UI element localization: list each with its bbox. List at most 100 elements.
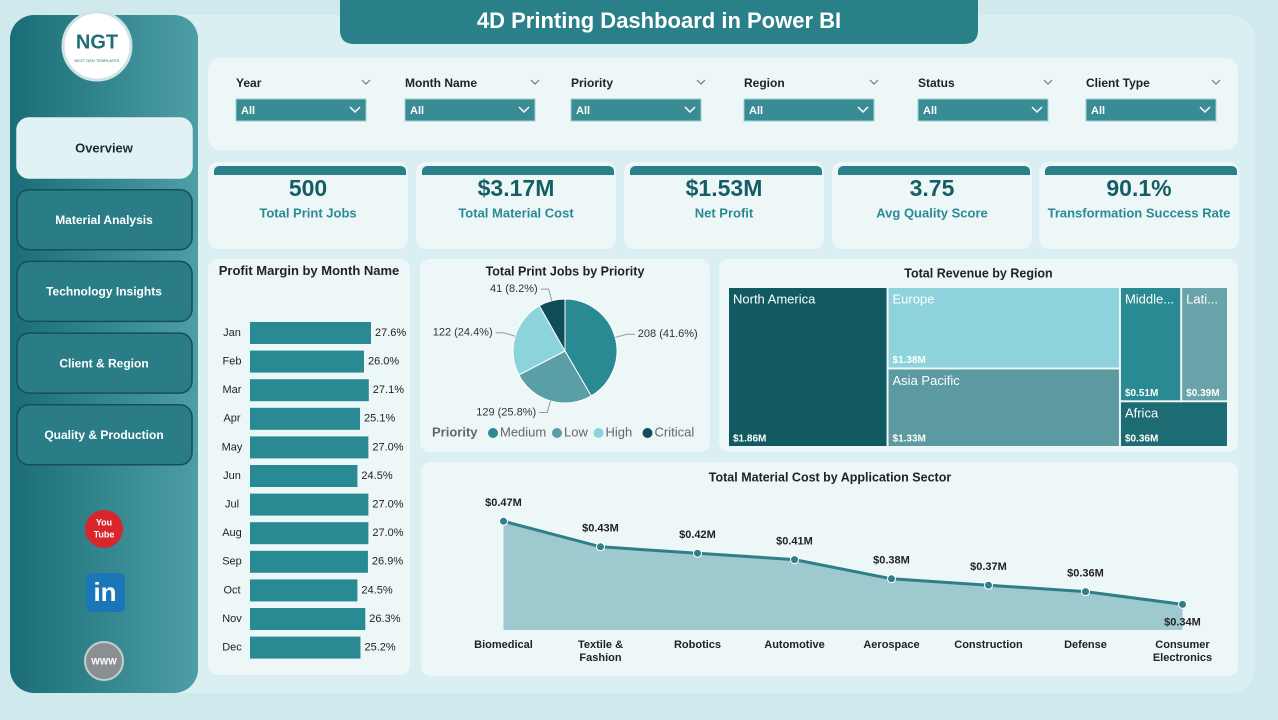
leader-line — [615, 333, 635, 338]
bar — [250, 579, 358, 602]
chevron — [696, 79, 706, 85]
filter-value: All — [241, 105, 255, 117]
nav-label: Client & Region — [59, 356, 148, 370]
tile-value: $1.33M — [893, 434, 926, 445]
tile-label: Africa — [1125, 406, 1159, 421]
kpi-label: Transformation Success Rate — [1048, 205, 1231, 220]
filter-label: Region — [744, 76, 785, 90]
filter-label: Year — [236, 76, 262, 90]
y-tick-label: May — [222, 441, 243, 453]
filter-panel — [208, 58, 1238, 150]
nav-button[interactable] — [16, 404, 193, 466]
bar — [250, 465, 358, 487]
tile-value: $0.39M — [1186, 388, 1219, 399]
kpi-label: Total Print Jobs — [259, 205, 356, 220]
kpi-band — [630, 166, 822, 175]
filter-dropdown[interactable] — [743, 98, 875, 122]
data-label: 26.9% — [372, 556, 403, 568]
filter-label: Status — [918, 76, 955, 90]
data-label: $0.38M — [873, 555, 910, 567]
tile-label: Asia Pacific — [893, 373, 961, 388]
x-tick-label: Aerospace — [863, 639, 920, 651]
filter-dropdown[interactable] — [235, 98, 367, 122]
bar — [250, 636, 361, 659]
x-tick-label: Robotics — [673, 639, 722, 651]
point — [693, 548, 702, 558]
legend-label: Critical — [655, 424, 695, 439]
bar — [250, 350, 364, 373]
bar — [250, 322, 371, 344]
y-tick-label: Oct — [223, 584, 240, 596]
tile-label: Middle... — [1125, 291, 1174, 306]
x-tick-label: Construction — [954, 639, 1023, 651]
filter-value: All — [1091, 105, 1105, 117]
data-label: 25.2% — [364, 642, 395, 654]
y-tick-label: Mar — [223, 384, 242, 396]
x-tick-label-box: Defense — [1064, 639, 1107, 651]
chart-title: Total Material Cost by Application Secto… — [709, 470, 952, 484]
nav-button[interactable] — [16, 188, 193, 251]
kpi-card — [1039, 162, 1239, 249]
chart-title: Profit Margin by Month Name — [218, 263, 400, 278]
data-label: 25.1% — [364, 413, 395, 425]
nav-label: Overview — [75, 140, 134, 155]
x-tick-label-box: Biomedical — [474, 639, 533, 651]
data-label: $0.43M — [582, 523, 619, 535]
line — [503, 519, 1183, 606]
filter-label: Client Type — [1086, 76, 1150, 90]
bar — [250, 436, 369, 459]
point — [984, 580, 993, 590]
treemap-tile — [1182, 288, 1227, 401]
x-tick-label: Defense — [1064, 639, 1107, 651]
youtube-icon[interactable] — [85, 510, 123, 548]
tile-label: Europe — [893, 291, 935, 306]
data-label: 27.0% — [372, 441, 403, 453]
y-tick-label: Apr — [223, 413, 240, 425]
filter-dropdown[interactable] — [917, 98, 1049, 122]
legend-marker — [552, 428, 562, 438]
kpi-card — [832, 162, 1032, 249]
legend-title: Priority — [432, 424, 478, 439]
filter-dropdown[interactable] — [570, 98, 702, 122]
filter-dropdown[interactable] — [404, 98, 536, 122]
data-label: $0.41M — [776, 536, 813, 548]
data-label: 27.6% — [375, 327, 406, 339]
leader-line — [540, 288, 553, 301]
filter-dropdown[interactable] — [1085, 98, 1217, 122]
point — [1081, 587, 1090, 597]
point — [790, 555, 799, 565]
data-label: $0.47M — [485, 497, 522, 509]
chart-title: Total Revenue by Region — [904, 266, 1052, 280]
kpi-value: $3.17M — [478, 175, 555, 201]
data-label: $0.36M — [1067, 568, 1104, 580]
kpi-value: 500 — [289, 175, 327, 201]
y-tick-label: Sep — [222, 556, 242, 568]
nav-label: Technology Insights — [46, 285, 162, 299]
web-text: WWW — [91, 656, 117, 666]
tile-value: $0.36M — [1125, 434, 1158, 445]
treemap-tile — [729, 288, 887, 446]
y-tick-label: Jul — [225, 499, 239, 511]
nav-button[interactable] — [16, 260, 193, 323]
treemap-tile — [888, 288, 1119, 368]
leader-line — [539, 400, 551, 413]
data-label: 24.5% — [361, 584, 392, 596]
chevron — [1031, 106, 1043, 114]
web-icon[interactable] — [84, 641, 124, 681]
data-label: 27.0% — [372, 499, 403, 511]
chevron — [1043, 79, 1053, 85]
linkedin-text: in — [93, 577, 116, 607]
kpi-card — [208, 162, 408, 249]
chart-title-box: Profit Margin by Month Name — [218, 263, 400, 278]
pie-slice — [538, 298, 566, 353]
linkedin-icon[interactable] — [86, 573, 125, 612]
y-tick-label: Jan — [223, 327, 241, 339]
legend-marker — [642, 428, 653, 438]
nav-button[interactable] — [16, 117, 193, 179]
y-tick-label: Feb — [223, 356, 242, 368]
area — [503, 521, 1183, 630]
leader-line — [495, 332, 516, 337]
legend-label: Medium — [500, 424, 546, 439]
nav-button[interactable] — [16, 332, 193, 394]
